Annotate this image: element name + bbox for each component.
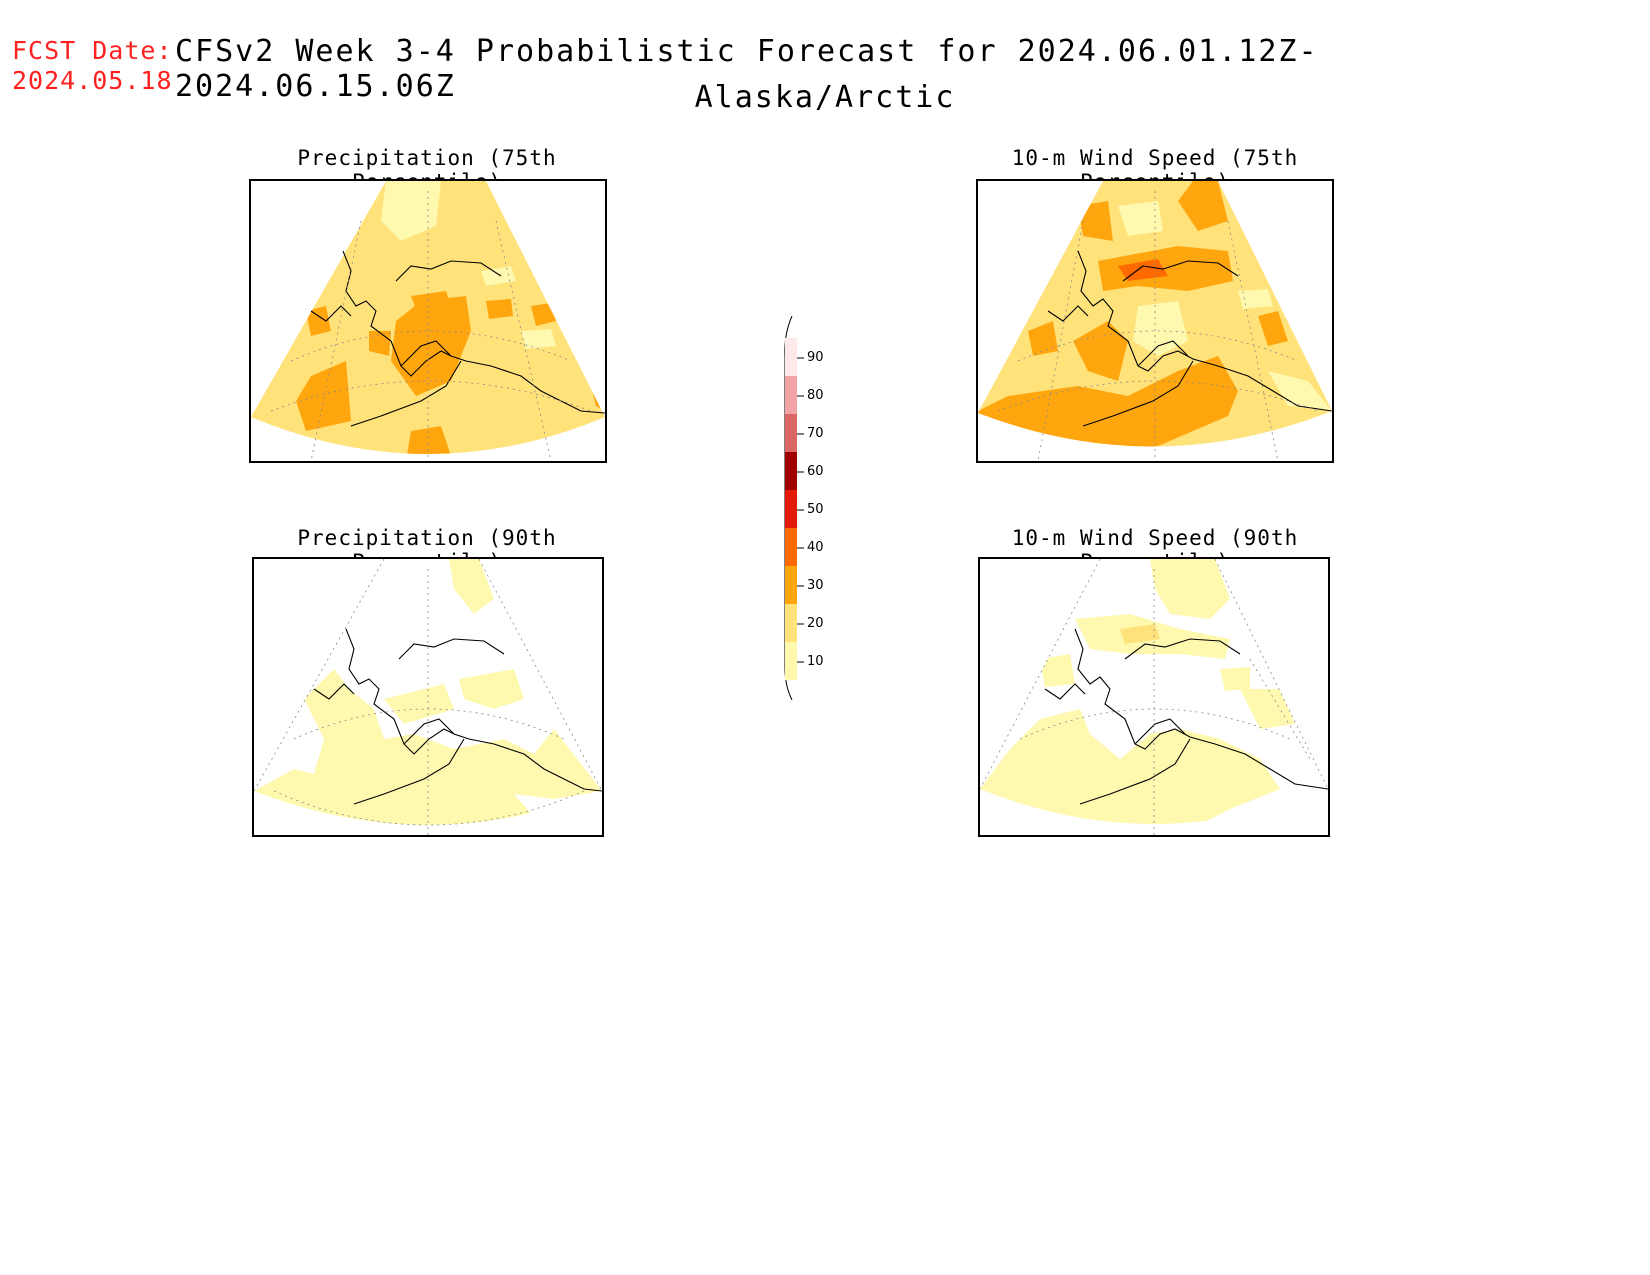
colorbar-label-60: 60 [807,464,824,479]
contour-30 [1258,311,1288,346]
coastline [310,250,605,427]
map-panel-wind-75 [976,179,1334,463]
colorbar: 90 80 70 60 50 40 30 20 10 [780,315,840,701]
contour-30 [391,296,471,396]
contour-30 [306,306,331,336]
colorbar-swatch [785,414,797,452]
forecast-date-label: FCST Date: [12,36,173,65]
contour-30 [1028,321,1058,356]
colorbar-label-90: 90 [807,350,824,365]
colorbar-label-70: 70 [807,426,824,441]
contour-10 [1118,201,1163,236]
coastline [1047,250,1332,427]
contour-30 [411,291,451,309]
contour-30 [406,426,451,454]
colorbar-swatch [785,566,797,604]
map-panel-precip-90 [252,557,604,837]
contour-10 [481,266,516,286]
contour-30 [296,361,351,431]
colorbar-swatch [785,452,797,490]
colorbar-swatch [785,376,797,414]
colorbar-label-40: 40 [807,540,824,555]
region-subtitle: Alaska/Arctic [694,80,956,115]
colorbar-swatch [785,642,797,680]
forecast-date-block: FCST Date: 2024.05.18 [12,36,173,96]
graticule [980,559,1328,835]
contour-10 [459,669,524,709]
contour-30 [1078,201,1113,241]
contour-10 [1040,654,1075,687]
colorbar-label-20: 20 [807,616,824,631]
contour-30 [1073,321,1128,381]
coastline [1044,628,1328,805]
colorbar-swatch [785,528,797,566]
colorbar-label-50: 50 [807,502,824,517]
colorbar-swatch [785,338,797,376]
map-precip-90 [254,559,602,835]
page-title: CFSv2 Week 3-4 Probabilistic Forecast fo… [175,34,1319,104]
contour-10 [1240,689,1295,729]
contour-10 [980,709,1280,824]
graticule [997,191,1319,461]
contour-30 [531,303,556,326]
colorbar-label-10: 10 [807,654,824,669]
contour-20 [1120,624,1160,644]
colorbar-swatch [785,604,797,642]
graticule [270,191,592,461]
map-precip-75 [251,181,605,461]
colorbar-svg: 90 80 70 60 50 40 30 20 10 [784,315,824,701]
contour-30 [1178,181,1228,231]
map-wind-90 [980,559,1328,835]
colorbar-swatches [785,338,797,680]
contour-10 [1220,667,1250,691]
graticule [254,559,602,835]
colorbar-label-30: 30 [807,578,824,593]
colorbar-ticks [797,357,804,663]
map-panel-wind-90 [978,557,1330,837]
contour-30 [486,299,513,319]
contour-10 [449,559,494,614]
map-panel-precip-75 [249,179,607,463]
contour-10 [1150,559,1230,619]
colorbar-swatch [785,490,797,528]
coastline [313,628,602,805]
map-wind-75 [978,181,1332,461]
contour-10 [384,684,454,724]
colorbar-label-80: 80 [807,388,824,403]
contour-10 [521,329,556,349]
contour-10 [254,669,602,825]
contour-10 [1268,371,1332,411]
contour-10 [381,181,441,241]
contour-10 [1238,289,1273,309]
forecast-date-value: 2024.05.18 [12,66,173,95]
